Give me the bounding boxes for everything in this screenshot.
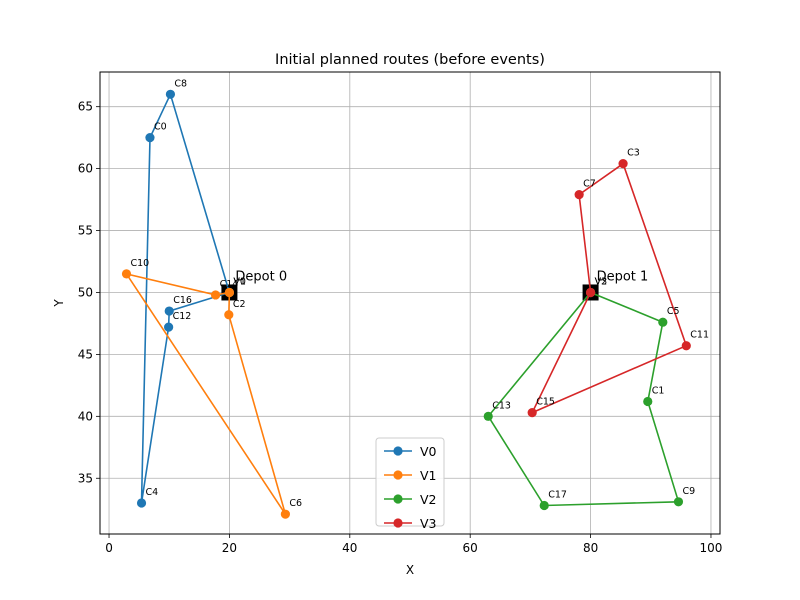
- point-label: C2: [233, 299, 246, 310]
- point-label: C1: [652, 385, 665, 396]
- grid: [100, 72, 720, 534]
- point-label: C3: [627, 148, 640, 159]
- route-point-v0: [165, 89, 176, 99]
- point-label: V1: [233, 276, 246, 287]
- route-point-v1: [224, 310, 234, 320]
- route-point-v3: [681, 341, 691, 351]
- route-point-v3: [574, 190, 584, 200]
- point-label: C17: [548, 490, 567, 501]
- y-tick-label: 65: [78, 100, 93, 114]
- legend-label: V3: [420, 516, 437, 531]
- point-label: C10: [130, 258, 149, 269]
- point-label: C6: [289, 498, 302, 509]
- point-label: C5: [667, 306, 680, 317]
- route-point-v2: [673, 497, 684, 507]
- point-label: C16: [173, 295, 192, 306]
- route-point-v3: [527, 408, 537, 418]
- legend-box: [375, 437, 445, 527]
- y-tick-label: 35: [78, 471, 93, 485]
- x-tick-label: 80: [583, 541, 598, 555]
- point-label: C11: [690, 330, 709, 341]
- point-label: C14: [220, 279, 239, 290]
- point-label: C7: [583, 179, 596, 190]
- x-axis-title: X: [406, 563, 414, 577]
- x-tick-label: 40: [342, 541, 357, 555]
- point-label: C15: [536, 397, 555, 408]
- point-label: C0: [154, 122, 167, 133]
- point-label: C8: [174, 78, 187, 89]
- route-point-v1: [210, 290, 221, 300]
- point-label: C12: [173, 311, 192, 322]
- route-point-v1: [280, 509, 290, 519]
- route-point-v2: [643, 396, 653, 407]
- route-point-v2: [658, 317, 668, 327]
- point-label: C4: [146, 487, 159, 498]
- y-tick-label: 60: [78, 162, 93, 176]
- legend-label: V2: [420, 492, 437, 507]
- series-line-v3: [530, 162, 688, 415]
- y-axis-title: Y: [52, 299, 66, 308]
- legend-marker-v0: [393, 446, 403, 456]
- route-point-v0: [145, 133, 155, 143]
- point-label: V3: [595, 276, 608, 287]
- y-tick-label: 50: [78, 285, 93, 299]
- depot-label: Depot 1: [597, 269, 649, 284]
- point-label: C13: [492, 400, 511, 411]
- series-layer: [121, 89, 691, 519]
- route-point-v1: [224, 287, 235, 298]
- chart-title: Initial planned routes (before events): [275, 52, 545, 68]
- legend-marker-v2: [393, 494, 403, 504]
- legend-label: V0: [420, 444, 437, 459]
- x-tick-label: 60: [463, 541, 478, 555]
- x-tick-label: 20: [222, 541, 237, 555]
- point-label: V0: [233, 276, 246, 287]
- route-point-v3: [618, 159, 628, 169]
- depot-label: Depot 0: [235, 269, 287, 284]
- y-tick-label: 45: [78, 347, 93, 361]
- point-labels: C8C0C10C16C12C4C14V0V1C2C6C3C7V2V3C5C11C…: [130, 78, 709, 509]
- route-point-v0: [164, 306, 174, 316]
- x-tick-label: 0: [105, 541, 113, 555]
- y-tick-label: 40: [78, 409, 93, 423]
- point-label: C9: [682, 486, 695, 497]
- y-tick-label: 55: [78, 224, 93, 238]
- route-point-v1: [121, 269, 132, 279]
- route-point-v0: [136, 498, 147, 508]
- legend: V0 V1 V2 V3: [375, 437, 445, 531]
- route-point-v2: [483, 411, 493, 421]
- point-label: V2: [595, 276, 608, 287]
- x-tick-label: 100: [700, 541, 723, 555]
- plot-frame: [99, 71, 721, 535]
- legend-marker-v3: [393, 518, 403, 528]
- route-point-v2: [539, 500, 549, 511]
- legend-marker-v1: [393, 470, 403, 480]
- legend-label: V1: [420, 468, 437, 483]
- axis-ticks: 0 20 40 60 80 100 35 40 45 50 55 60 65: [78, 100, 723, 555]
- route-point-v3: [585, 287, 596, 298]
- route-point-v0: [164, 322, 174, 332]
